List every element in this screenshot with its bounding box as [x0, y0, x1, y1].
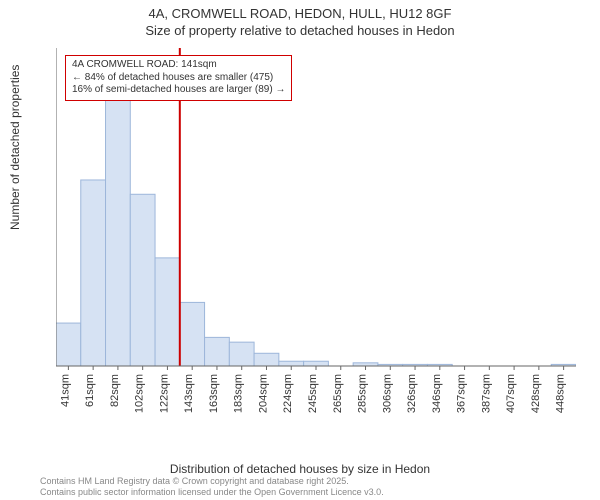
histogram-bar: [254, 353, 279, 366]
footer-line-2: Contains public sector information licen…: [40, 487, 384, 498]
x-tick-label: 306sqm: [381, 374, 393, 413]
x-tick-label: 41sqm: [59, 374, 71, 407]
x-tick-label: 163sqm: [208, 374, 220, 413]
callout-line-3: 16% of semi-detached houses are larger (…: [72, 84, 285, 97]
histogram-bar: [106, 100, 131, 366]
histogram-bar: [229, 342, 254, 366]
histogram-bar: [130, 194, 155, 366]
histogram-bar: [304, 361, 329, 366]
histogram-bar: [56, 323, 81, 366]
x-tick-label: 428sqm: [530, 374, 542, 413]
histogram-bar: [279, 361, 304, 366]
x-tick-label: 367sqm: [456, 374, 468, 413]
callout-line-1: 4A CROMWELL ROAD: 141sqm: [72, 59, 285, 72]
x-tick-label: 387sqm: [480, 374, 492, 413]
x-tick-label: 224sqm: [282, 374, 294, 413]
x-tick-label: 204sqm: [257, 374, 269, 413]
histogram-bar: [205, 337, 230, 366]
chart-container: 4A, CROMWELL ROAD, HEDON, HULL, HU12 8GF…: [0, 0, 600, 500]
x-tick-label: 448sqm: [555, 374, 567, 413]
title-block: 4A, CROMWELL ROAD, HEDON, HULL, HU12 8GF…: [0, 0, 600, 40]
x-tick-label: 407sqm: [505, 374, 517, 413]
x-tick-label: 82sqm: [109, 374, 121, 407]
title-line-2: Size of property relative to detached ho…: [0, 23, 600, 40]
x-tick-label: 183sqm: [233, 374, 245, 413]
callout-box: 4A CROMWELL ROAD: 141sqm ← 84% of detach…: [65, 55, 292, 101]
x-tick-label: 346sqm: [431, 374, 443, 413]
x-axis-label: Distribution of detached houses by size …: [0, 462, 600, 476]
callout-line-2: ← 84% of detached houses are smaller (47…: [72, 72, 285, 85]
x-tick-label: 285sqm: [357, 374, 369, 413]
footer-line-1: Contains HM Land Registry data © Crown c…: [40, 476, 384, 487]
x-tick-label: 122sqm: [158, 374, 170, 413]
x-tick-label: 143sqm: [183, 374, 195, 413]
histogram-bar: [180, 302, 205, 366]
x-tick-label: 102sqm: [134, 374, 146, 413]
histogram-plot: 04080120160200 41sqm61sqm82sqm102sqm122s…: [56, 48, 576, 418]
footer-attribution: Contains HM Land Registry data © Crown c…: [40, 476, 384, 498]
title-line-1: 4A, CROMWELL ROAD, HEDON, HULL, HU12 8GF: [0, 6, 600, 23]
x-tick-label: 265sqm: [332, 374, 344, 413]
y-axis-label: Number of detached properties: [8, 65, 22, 230]
histogram-bar: [81, 180, 106, 366]
x-tick-label: 326sqm: [406, 374, 418, 413]
x-tick-label: 61sqm: [84, 374, 96, 407]
x-tick-label: 245sqm: [307, 374, 319, 413]
histogram-bar: [155, 258, 180, 366]
